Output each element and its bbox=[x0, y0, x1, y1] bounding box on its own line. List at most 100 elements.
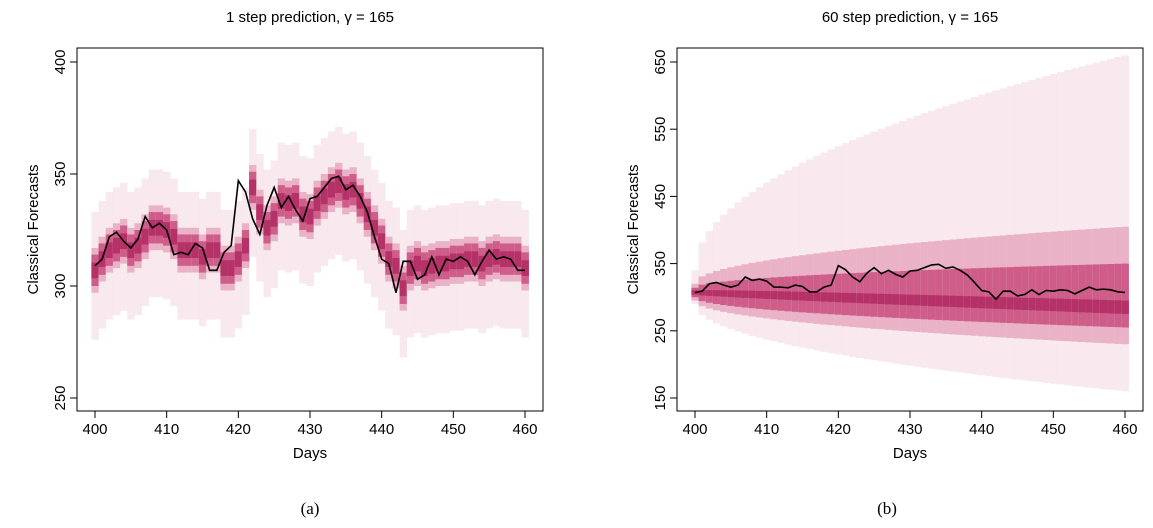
band-core-455 bbox=[1085, 299, 1094, 313]
band-core-457 bbox=[499, 251, 508, 267]
band-core-405 bbox=[127, 242, 135, 258]
chart-a-svg: 1 step prediction, γ = 165 400 410 420 430 44… bbox=[25, 9, 544, 462]
band-core-430 bbox=[906, 294, 914, 306]
band-inner-442 bbox=[992, 267, 1000, 323]
band-core-431 bbox=[913, 294, 922, 306]
x-tick-label-460: 460 bbox=[512, 421, 537, 438]
band-core-400 bbox=[91, 262, 99, 279]
observed-series-line-b bbox=[694, 263, 1126, 301]
band-core-406 bbox=[134, 237, 142, 254]
band-inner-460 bbox=[1121, 263, 1129, 328]
band-outer-447 bbox=[1028, 80, 1036, 382]
band-core-425 bbox=[870, 293, 879, 304]
x-tick-label-430: 430 bbox=[897, 421, 922, 438]
band-core-414 bbox=[191, 242, 200, 258]
x-tick-label-420: 420 bbox=[826, 421, 851, 438]
y-tick-label-650: 650 bbox=[652, 49, 669, 74]
band-core-429 bbox=[299, 206, 307, 223]
band-inner-437 bbox=[956, 268, 965, 321]
band-inner-455 bbox=[1085, 264, 1094, 327]
chart-title-a: 1 step prediction, γ = 165 bbox=[226, 9, 394, 26]
band-core-422 bbox=[849, 293, 857, 303]
band-inner-449 bbox=[1042, 265, 1051, 325]
y-axis-a: 250 300 350 400 Classical Forecasts bbox=[25, 49, 78, 411]
band-outer-442 bbox=[992, 90, 1000, 378]
band-core-423 bbox=[256, 204, 264, 220]
band-core-421 bbox=[841, 292, 850, 303]
band-core-407 bbox=[741, 290, 750, 298]
band-core-432 bbox=[920, 294, 929, 306]
x-tick-label-440: 440 bbox=[969, 421, 994, 438]
band-core-458 bbox=[1107, 300, 1115, 314]
band-outer-430 bbox=[906, 118, 914, 366]
band-core-410 bbox=[763, 291, 771, 299]
band-core-407 bbox=[141, 228, 150, 245]
x-axis-a: 400 410 420 430 440 450 460 Days bbox=[82, 410, 538, 462]
band-outer-431 bbox=[913, 115, 922, 367]
band-core-435 bbox=[342, 184, 350, 200]
band-core-449 bbox=[1042, 298, 1051, 311]
band-outer-444 bbox=[1006, 86, 1015, 379]
band-core-416 bbox=[206, 242, 214, 258]
caption-b: (b) bbox=[877, 499, 897, 518]
band-core-451 bbox=[456, 253, 465, 270]
x-axis-b: 400 410 420 430 440 450 460 Days bbox=[682, 410, 1138, 462]
x-tick-label-450: 450 bbox=[1041, 421, 1066, 438]
band-core-401 bbox=[698, 290, 707, 296]
band-core-452 bbox=[1064, 298, 1072, 312]
band-core-408 bbox=[748, 290, 757, 299]
band-core-416 bbox=[806, 291, 814, 301]
band-core-419 bbox=[227, 260, 236, 276]
band-core-433 bbox=[327, 181, 336, 198]
band-outer-441 bbox=[985, 92, 993, 377]
band-core-441 bbox=[985, 296, 993, 309]
band-core-445 bbox=[413, 255, 422, 272]
band-outer-438 bbox=[963, 99, 972, 374]
band-outer-429 bbox=[899, 120, 907, 365]
band-inner-440 bbox=[978, 268, 986, 322]
band-outer-440 bbox=[978, 94, 986, 376]
band-outer-435 bbox=[942, 106, 950, 371]
band-core-439 bbox=[370, 219, 379, 236]
band-core-427 bbox=[284, 195, 293, 211]
band-outer-443 bbox=[999, 88, 1008, 378]
band-outer-416 bbox=[806, 159, 814, 350]
band-core-446 bbox=[1021, 297, 1029, 310]
band-core-444 bbox=[406, 260, 415, 276]
band-inner-456 bbox=[1092, 264, 1101, 327]
band-core-460 bbox=[521, 260, 529, 276]
band-outer-425 bbox=[870, 131, 879, 361]
band-inner-443 bbox=[999, 267, 1008, 323]
band-core-409 bbox=[755, 290, 764, 299]
band-core-459 bbox=[514, 251, 522, 267]
band-outer-437 bbox=[956, 101, 965, 373]
band-core-453 bbox=[471, 251, 479, 267]
band-inner-452 bbox=[1064, 265, 1072, 326]
band-outer-421 bbox=[841, 143, 850, 356]
band-core-421 bbox=[241, 237, 250, 254]
band-core-451 bbox=[1056, 298, 1065, 312]
band-core-447 bbox=[428, 258, 436, 274]
band-outer-439 bbox=[970, 96, 979, 375]
x-tick-label-410: 410 bbox=[754, 421, 779, 438]
band-core-443 bbox=[999, 297, 1008, 310]
x-axis-label-a: Days bbox=[293, 445, 327, 462]
band-outer-418 bbox=[820, 152, 828, 352]
band-outer-424 bbox=[863, 134, 871, 360]
band-core-452 bbox=[464, 251, 472, 267]
band-core-456 bbox=[1092, 299, 1101, 313]
band-core-404 bbox=[720, 290, 728, 297]
band-core-454 bbox=[1078, 299, 1086, 313]
band-core-409 bbox=[155, 219, 164, 236]
band-core-425 bbox=[270, 210, 279, 227]
band-outer-422 bbox=[849, 140, 857, 357]
band-inner-454 bbox=[1078, 264, 1086, 326]
band-core-414 bbox=[791, 291, 800, 301]
chart-panel-b: 60 step prediction, γ = 165 400 410 420 430 4… bbox=[577, 0, 1153, 528]
y-tick-label-150: 150 bbox=[652, 385, 669, 410]
y-axis-label-b: Classical Forecasts bbox=[625, 164, 642, 294]
band-core-413 bbox=[184, 242, 193, 258]
band-outer-450 bbox=[1049, 74, 1058, 384]
x-tick-label-450: 450 bbox=[441, 421, 466, 438]
band-outer-453 bbox=[1071, 68, 1079, 387]
